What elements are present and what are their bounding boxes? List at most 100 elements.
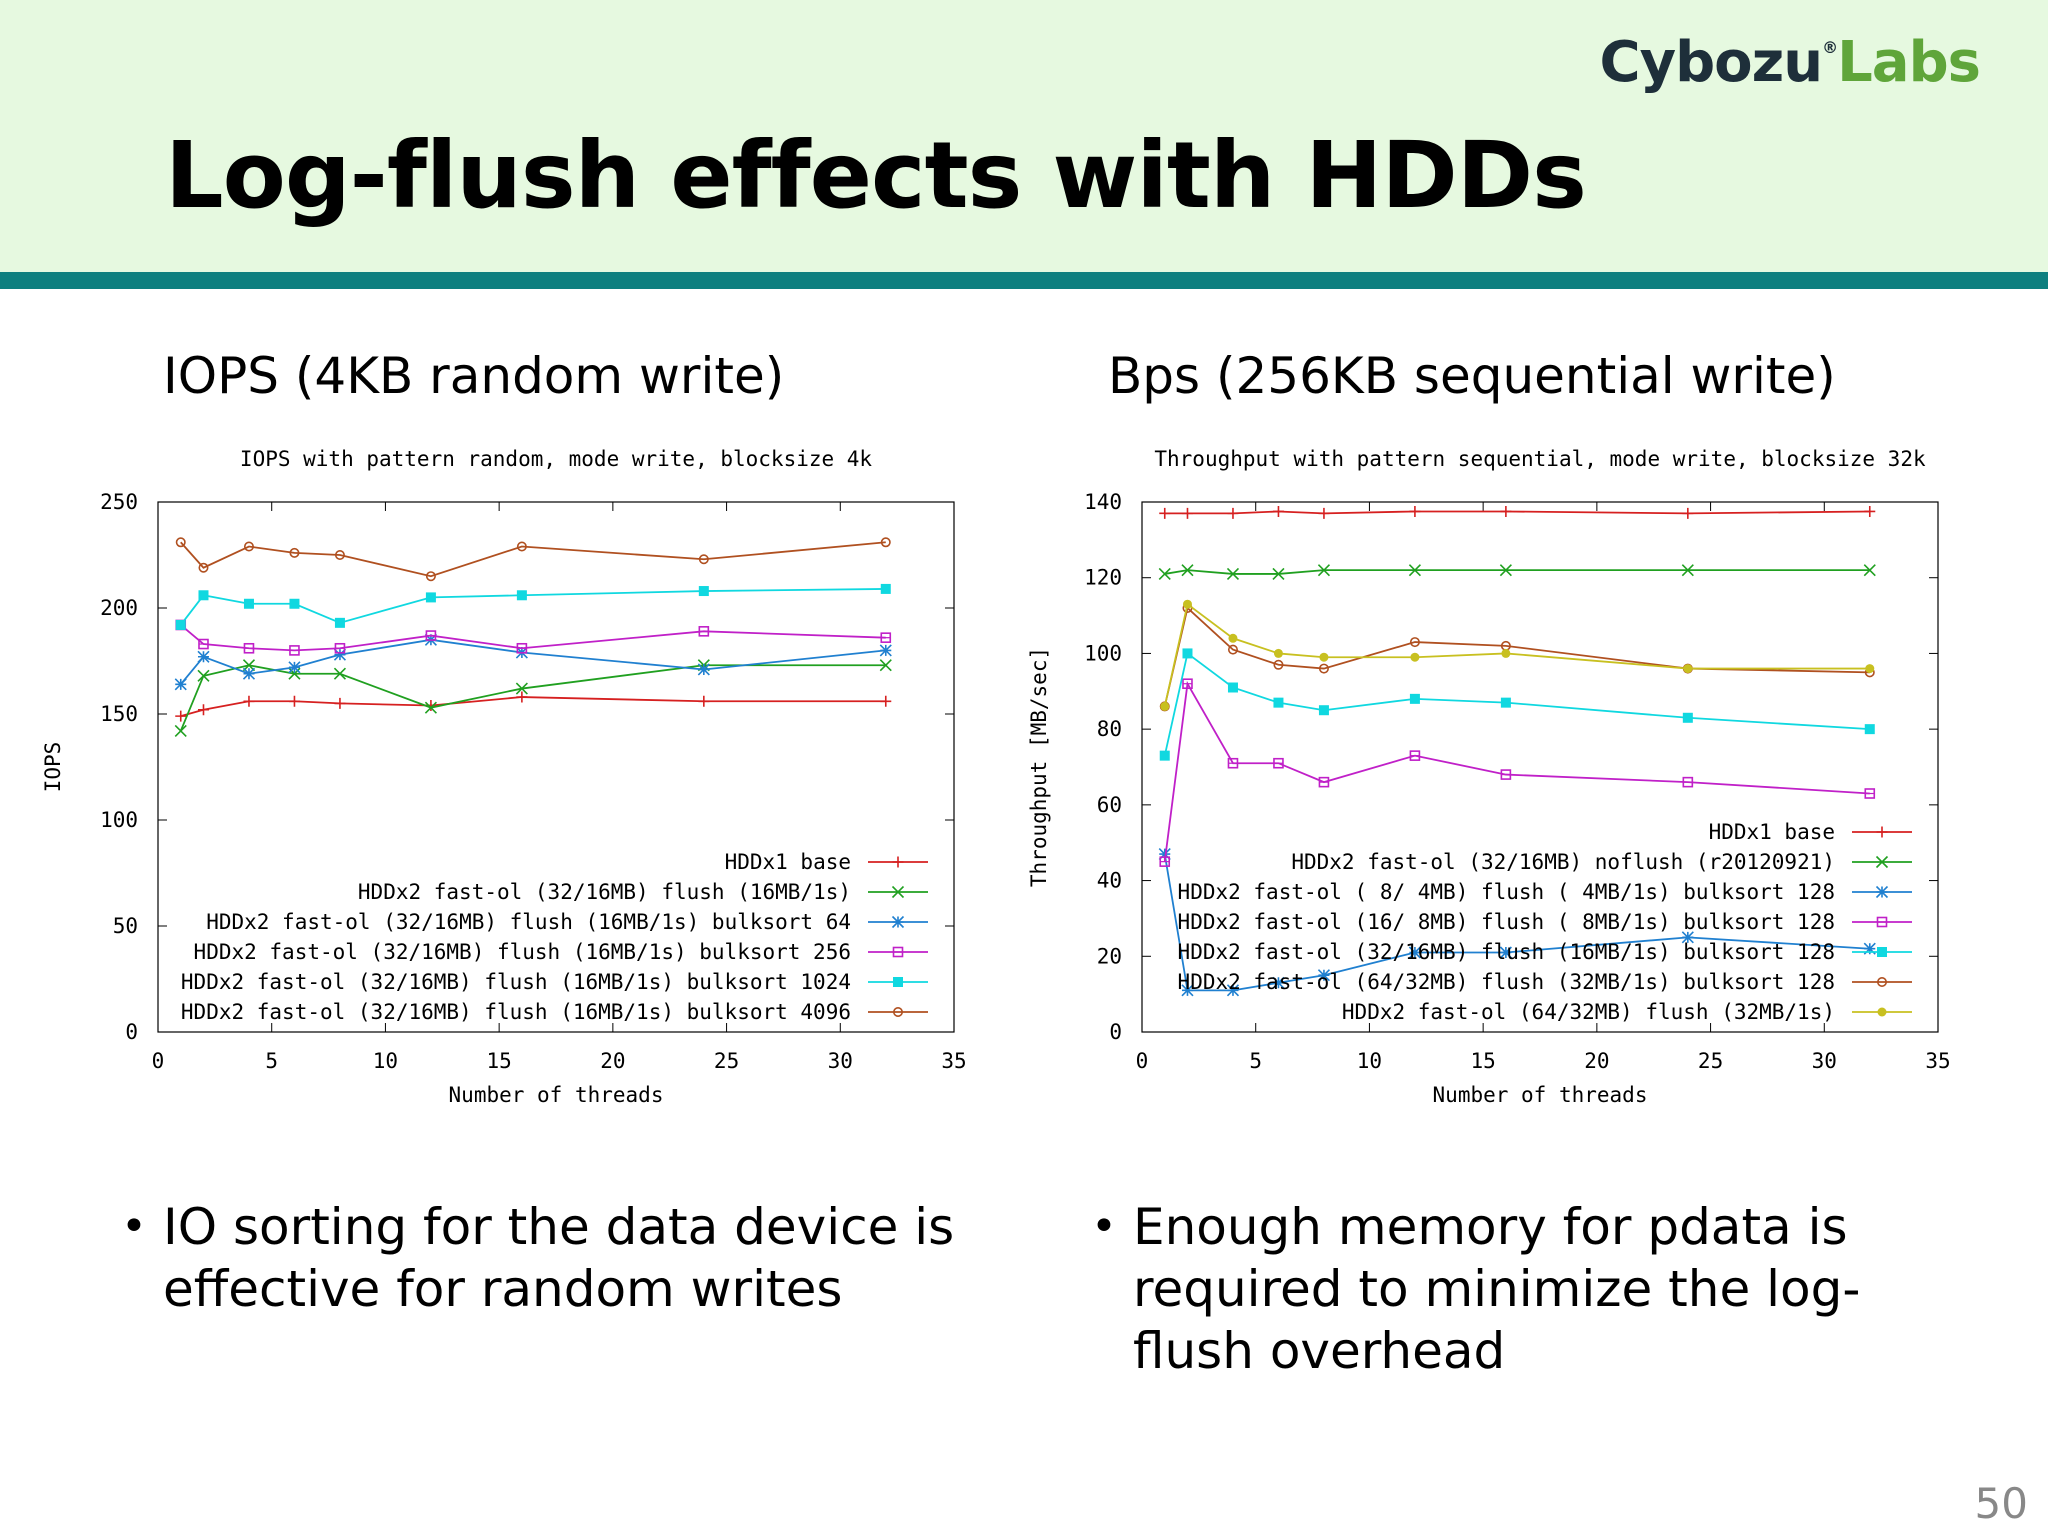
data-point [1182,678,1193,690]
legend-label: HDDx2 fast-ol (32/16MB) noflush (r201209… [1291,850,1835,874]
data-point [197,669,210,682]
data-point [242,667,256,680]
y-axis-label: Throughput [MB/sec] [1027,647,1051,887]
data-point [334,697,346,709]
data-point [334,642,346,654]
series-line [180,541,886,578]
legend-label: HDDx2 fast-ol (32/16MB) flush (16MB/1s) … [181,1000,851,1024]
x-tick-label: 5 [1249,1049,1262,1073]
logo-registered-mark: ® [1822,38,1838,57]
data-point [175,710,187,722]
data-point [1227,507,1239,519]
right-bullet-text: Enough memory for pdata is required to m… [1133,1198,1861,1380]
data-point [333,648,347,661]
data-point [174,724,187,738]
data-point [425,592,436,603]
data-point [1864,724,1875,735]
legend-label: HDDx2 fast-ol ( 8/ 4MB) flush ( 4MB/1s) … [1178,880,1835,904]
legend-label: HDDx2 fast-ol (64/32MB) flush (32MB/1s) [1342,1000,1835,1024]
data-point [1317,969,1331,982]
legend-label: HDDx2 fast-ol (32/16MB) flush (16MB/1s) … [206,910,851,934]
data-point [1408,946,1421,959]
series-4 [175,619,892,656]
legend-label: HDDx2 fast-ol (32/16MB) flush (16MB/1s) [358,880,851,904]
series-3 [174,633,892,691]
data-point [1682,712,1693,723]
data-point [1272,567,1285,580]
data-point [334,549,345,560]
legend-marker [891,915,905,929]
legend-marker [1877,976,1888,987]
data-point [516,590,527,601]
data-point [1182,599,1192,609]
series-line [1164,569,1870,575]
data-point [289,598,300,609]
data-point [516,642,528,654]
left-bullet: • IO sorting for the data device is effe… [121,1196,963,1320]
slide-title: Log-flush effects with HDDs [165,122,1587,229]
data-point [1159,507,1171,519]
data-point [1181,507,1193,519]
data-point [424,701,437,714]
y-axis-label: IOPS [41,742,65,793]
data-point [698,626,710,637]
data-point [1182,648,1193,659]
data-point [198,562,209,573]
x-axis-label: Number of threads [1433,1083,1648,1107]
left-subtitle: IOPS (4KB random write) [163,347,785,405]
data-point [1226,567,1240,580]
cybozu-labs-logo: Cybozu®Labs [1599,30,1981,95]
data-point [1318,776,1330,788]
y-tick-label: 50 [113,914,138,938]
data-point [1408,564,1421,577]
data-point [243,642,255,654]
data-point [1500,697,1511,708]
data-point [1273,697,1284,708]
y-tick-label: 150 [100,702,138,726]
series-1 [175,691,892,722]
series-2 [1158,564,1876,580]
y-tick-label: 40 [1097,869,1122,893]
data-point [1500,769,1512,780]
legend-label: HDDx2 fast-ol (64/32MB) flush (32MB/1s) … [1178,970,1835,994]
data-point [197,704,209,716]
data-point [1272,976,1285,989]
series-7 [1160,599,1875,711]
data-point [697,663,710,676]
y-tick-label: 80 [1097,717,1122,741]
data-point [1682,507,1694,519]
data-point [1499,946,1512,959]
series-line [1163,606,1870,707]
x-tick-label: 20 [600,1049,625,1073]
x-tick-label: 15 [486,1049,511,1073]
legend-label: HDDx1 base [725,850,851,874]
data-point [1227,644,1238,655]
x-tick-label: 25 [1698,1049,1723,1073]
data-point [1272,505,1284,517]
data-point [515,682,528,695]
data-point [1501,648,1511,658]
legend-marker [1876,826,1888,838]
data-point [1319,652,1329,662]
series-6 [1159,602,1875,712]
data-point [1318,507,1330,519]
data-point [1410,652,1420,662]
legend-label: HDDx1 base [1709,820,1835,844]
x-tick-label: 25 [714,1049,739,1073]
bullet-dot: • [121,1201,147,1252]
series-6 [175,537,891,582]
legend-marker [1875,855,1889,869]
data-point [698,554,709,565]
legend-label: HDDx2 fast-ol (16/ 8MB) flush ( 8MB/1s) … [1178,910,1835,934]
bullet-dot: • [1091,1201,1117,1252]
legend-label: HDDx2 fast-ol (32/16MB) flush (16MB/1s) … [194,940,851,964]
data-point [1409,505,1421,517]
y-tick-label: 100 [100,808,138,832]
page-number: 50 [1974,1479,2028,1528]
legend-marker [1876,916,1888,928]
series-line [1164,510,1870,515]
data-point [425,630,437,641]
x-tick-label: 20 [1584,1049,1609,1073]
data-point [698,695,710,707]
data-point [175,537,186,548]
